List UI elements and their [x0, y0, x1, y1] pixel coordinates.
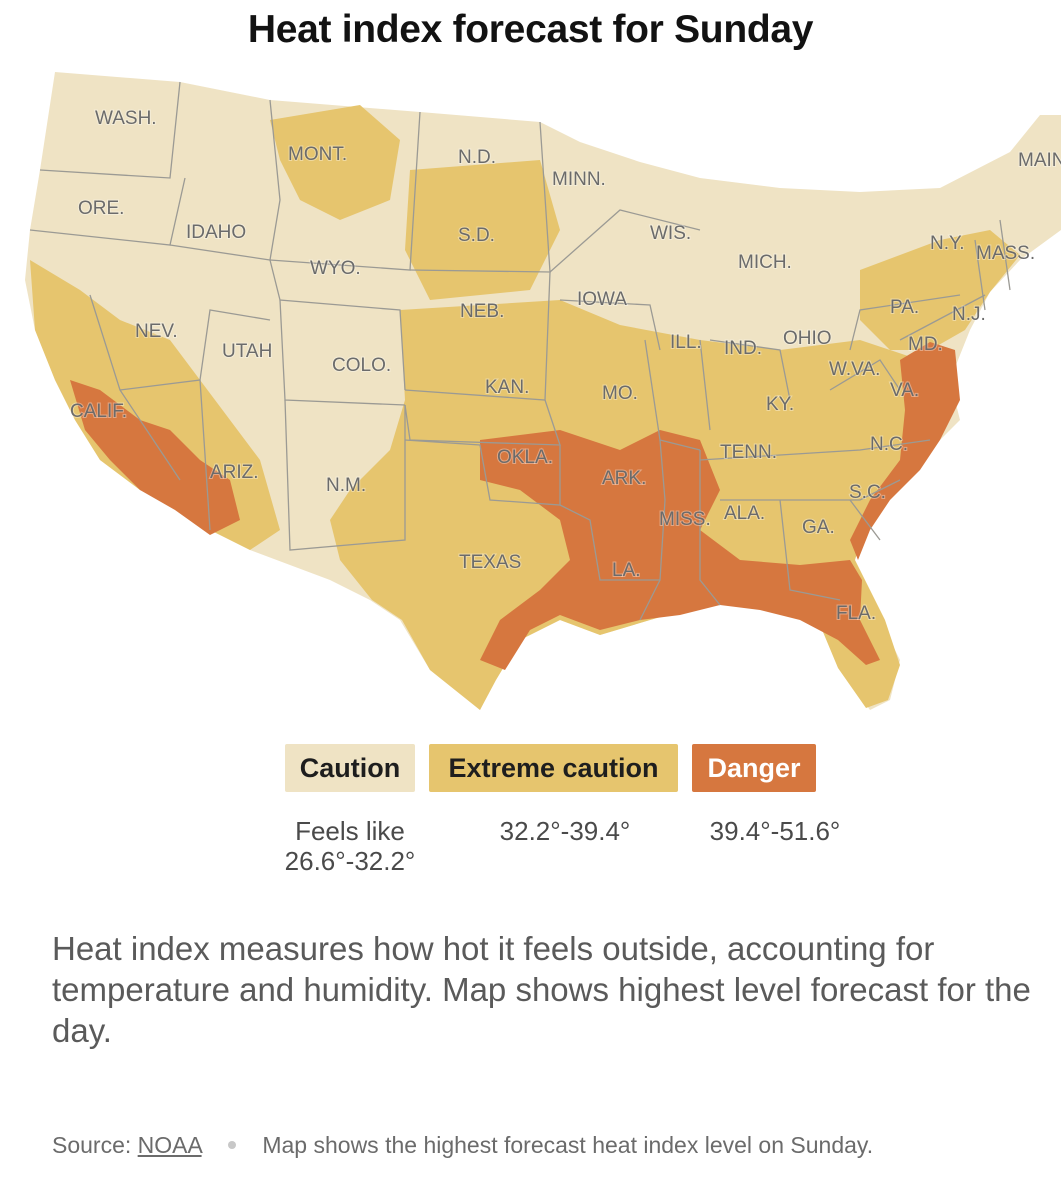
legend-danger-range: 39.4°-51.6° — [709, 816, 841, 846]
state-label-neb: NEB. — [460, 301, 504, 322]
legend-caution-range-line1: Feels like — [295, 816, 405, 846]
legend-danger-chip: Danger — [692, 744, 816, 792]
state-label-idaho: IDAHO — [186, 222, 246, 243]
state-label-wva: W.VA. — [829, 359, 880, 380]
map-legend: Caution Extreme caution Danger Feels lik… — [0, 744, 1061, 884]
region-danger-atlantic — [850, 342, 960, 560]
state-labels: WASH. MONT. N.D. MINN. MAINE ORE. IDAHO … — [69, 107, 1061, 625]
state-label-ga: GA. — [802, 517, 835, 538]
state-label-nc: N.C. — [870, 434, 908, 455]
state-label-pa: PA. — [890, 297, 919, 318]
region-danger-gulf — [480, 430, 880, 670]
state-label-ala: ALA. — [724, 503, 765, 524]
state-label-mont: MONT. — [288, 144, 347, 165]
state-label-sd: S.D. — [458, 225, 495, 246]
state-label-utah: UTAH — [222, 341, 272, 362]
state-label-iowa: IOWA — [577, 289, 627, 310]
state-label-va: VA. — [890, 380, 919, 401]
state-label-minn: MINN. — [552, 169, 606, 190]
state-label-sc: S.C. — [849, 482, 886, 503]
legend-caution-range: Feels like 26.6°-32.2° — [270, 816, 430, 876]
state-label-md: MD. — [908, 334, 943, 355]
state-label-wyo: WYO. — [310, 258, 361, 279]
state-label-miss: MISS. — [659, 509, 711, 530]
state-borders — [29, 81, 1011, 621]
region-dakotas — [405, 160, 560, 300]
state-label-mass: MASS. — [976, 243, 1035, 264]
state-label-maine: MAINE — [1018, 150, 1061, 171]
state-label-ky: KY. — [766, 394, 794, 415]
state-label-ny: N.Y. — [930, 233, 965, 254]
source-link-noaa[interactable]: NOAA — [137, 1132, 202, 1158]
page-title: Heat index forecast for Sunday — [247, 8, 814, 51]
heat-index-map: WASH. MONT. N.D. MINN. MAINE ORE. IDAHO … — [0, 60, 1061, 730]
source-label: Source: — [52, 1132, 132, 1158]
legend-caution-range-line2: 26.6°-32.2° — [284, 846, 416, 876]
state-label-wis: WIS. — [650, 223, 691, 244]
state-label-ill: ILL. — [670, 332, 702, 353]
separator-dot — [227, 1141, 236, 1150]
state-label-la: LA. — [612, 560, 641, 581]
state-label-calif: CALIF. — [70, 401, 127, 422]
state-label-mich: MICH. — [738, 252, 792, 273]
source-note: Map shows the highest forecast heat inde… — [262, 1132, 874, 1158]
region-montana — [270, 105, 400, 220]
region-danger-southwest — [70, 380, 240, 535]
state-label-nm: N.M. — [326, 475, 366, 496]
state-label-ark: ARK. — [602, 468, 646, 489]
danger-regions — [70, 342, 960, 670]
state-label-colo: COLO. — [332, 355, 391, 376]
state-label-ariz: ARIZ. — [210, 462, 259, 483]
us-map: WASH. MONT. N.D. MINN. MAINE ORE. IDAHO … — [25, 72, 1061, 710]
state-label-ore: ORE. — [78, 198, 124, 219]
legend-extreme-caution-chip: Extreme caution — [429, 744, 678, 792]
state-label-nd: N.D. — [458, 147, 496, 168]
source-line: Source: NOAA Map shows the highest forec… — [52, 1132, 1042, 1159]
state-label-texas: TEXAS — [459, 552, 521, 573]
state-label-ind: IND. — [724, 338, 762, 359]
state-label-tenn: TENN. — [720, 442, 777, 463]
state-label-ohio: OHIO — [783, 328, 832, 349]
legend-caution-chip: Caution — [285, 744, 415, 792]
state-label-wash: WASH. — [95, 108, 157, 129]
state-label-mo: MO. — [602, 383, 638, 404]
legend-extreme-caution-range: 32.2°-39.4° — [499, 816, 631, 846]
state-label-nj: N.J. — [952, 304, 986, 325]
state-label-nev: NEV. — [135, 321, 178, 342]
region-northeast — [860, 230, 1020, 350]
state-label-kan: KAN. — [485, 377, 529, 398]
state-label-okla: OKLA. — [497, 447, 553, 468]
state-label-fla: FLA. — [836, 603, 876, 624]
map-description: Heat index measures how hot it feels out… — [52, 930, 1031, 1049]
